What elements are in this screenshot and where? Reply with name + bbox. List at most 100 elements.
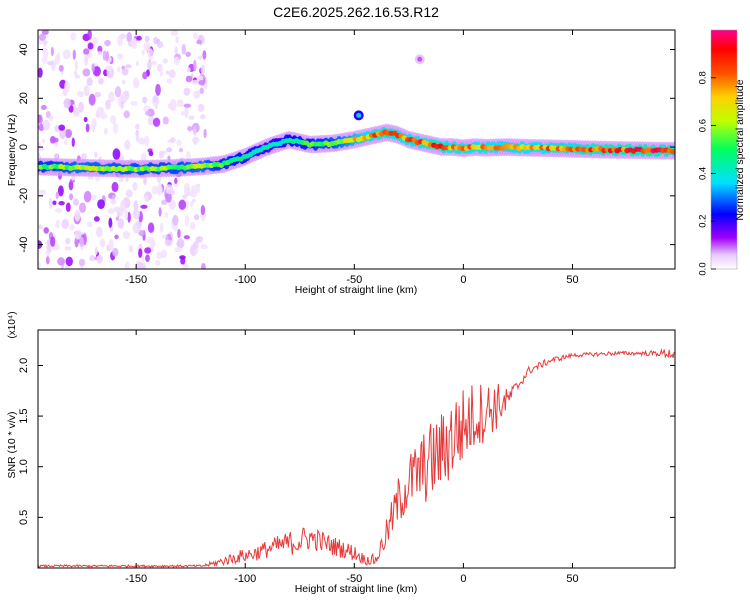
spectrogram-noise-blob bbox=[128, 245, 133, 253]
spectrogram-noise-blob bbox=[203, 128, 207, 139]
spectrogram-noise-blob bbox=[53, 137, 59, 143]
colorbar-tick-label: 0.6 bbox=[698, 119, 709, 132]
spectrogram-isolated-feature-core bbox=[356, 112, 362, 118]
spectrogram-noise-blob bbox=[58, 201, 65, 206]
spectrogram-noise-blob bbox=[200, 64, 206, 75]
spectrogram-noise-blob bbox=[86, 77, 93, 87]
colorbar-tick-label: 0.8 bbox=[698, 71, 709, 84]
spectrogram-noise-blob bbox=[185, 75, 193, 83]
spectrogram-noise-blob bbox=[158, 207, 162, 217]
spectrogram-noise-blob bbox=[114, 86, 122, 98]
spectrogram-noise-blob bbox=[41, 30, 49, 36]
spectrogram-noise-blob bbox=[143, 176, 147, 186]
spectrogram-noise-blob bbox=[40, 104, 47, 111]
spectrogram-x-tick-label: -150 bbox=[125, 274, 147, 286]
spectrogram-noise-blob bbox=[123, 110, 130, 119]
spectrogram-noise-blob bbox=[166, 70, 170, 75]
spectrogram-noise-blob bbox=[62, 49, 71, 60]
spectrogram-noise-blob bbox=[192, 79, 199, 86]
spectrogram-noise-blob bbox=[45, 256, 50, 265]
spectrogram-y-tick-label: 0 bbox=[18, 144, 30, 150]
spectrogram-noise-blob bbox=[117, 218, 124, 229]
spectrogram-noise-blob bbox=[159, 222, 164, 234]
spectrogram-noise-blob bbox=[54, 208, 63, 213]
spectrogram-noise-blob bbox=[190, 185, 199, 195]
spectrogram-noise-blob bbox=[170, 30, 179, 36]
spectrogram-noise-blob bbox=[135, 261, 144, 269]
spectrogram-noise-blob bbox=[64, 128, 73, 139]
spectrogram-y-ticks: -40 -20 0 20 40 bbox=[18, 43, 675, 253]
spectrogram-noise-blob bbox=[192, 32, 198, 40]
spectrogram-noise-blob bbox=[149, 239, 156, 248]
spectrogram-noise-blob bbox=[193, 59, 197, 72]
spectrogram-x-label: Height of straight line (km) bbox=[295, 284, 418, 296]
spectrogram-noise-blob bbox=[167, 103, 174, 109]
spectrogram-noise-blob bbox=[189, 244, 198, 257]
spectrogram-noise-blob bbox=[151, 60, 157, 65]
spectrogram-noise-blob bbox=[65, 237, 71, 245]
snr-x-tick-label: 0 bbox=[460, 573, 466, 585]
spectrogram-noise-blob bbox=[89, 254, 96, 262]
spectrogram-noise-blob bbox=[97, 77, 104, 85]
spectrogram-noise-blob bbox=[94, 151, 98, 159]
spectrogram-noise-blob bbox=[48, 115, 54, 122]
spectrogram-noise-blob bbox=[63, 98, 71, 109]
spectrogram-noise-blob bbox=[168, 69, 176, 79]
snr-y-ticks: 0.5 1.0 1.5 2.0 bbox=[18, 358, 675, 525]
spectrogram-noise-blob bbox=[69, 193, 74, 201]
spectrogram-noise-blob bbox=[134, 81, 140, 86]
spectrogram-noise-blob bbox=[41, 138, 45, 144]
spectrogram-noise-blob bbox=[111, 181, 119, 193]
snr-x-tick-label: -100 bbox=[234, 573, 256, 585]
spectrogram-noise-blob bbox=[104, 127, 108, 135]
spectrogram-noise-blob bbox=[126, 31, 133, 43]
spectrogram-noise-blob bbox=[114, 234, 119, 240]
spectrogram-frame bbox=[37, 29, 676, 270]
spectrogram-noise-blob bbox=[186, 67, 191, 73]
spectrogram-noise-blob bbox=[46, 61, 54, 66]
spectrogram-noise-blob bbox=[135, 60, 139, 67]
spectrogram-noise-blob bbox=[162, 116, 169, 125]
spectrogram-noise-blob bbox=[133, 200, 139, 212]
spectrogram-noise-blob bbox=[122, 230, 131, 239]
spectrogram-noise-blob bbox=[138, 248, 143, 259]
spectrogram-noise-blob bbox=[78, 101, 84, 113]
spectrogram-noise-blob bbox=[41, 47, 46, 53]
spectrogram-noise-blob bbox=[50, 46, 54, 57]
spectrogram-noise-blob bbox=[108, 208, 113, 214]
spectrogram-noise-blob bbox=[161, 234, 167, 239]
spectrogram-noise-blob bbox=[173, 56, 180, 66]
spectrogram-noise-blob bbox=[178, 199, 187, 211]
spectrogram-noise-blob bbox=[121, 79, 126, 85]
spectrogram-noise-blob bbox=[159, 66, 164, 77]
spectrogram-noise-blob bbox=[194, 248, 199, 254]
spectrogram-noise-blob bbox=[117, 53, 124, 60]
snr-x-tick-label: -150 bbox=[125, 573, 147, 585]
spectrogram-noise-blob bbox=[78, 258, 86, 267]
spectrogram-noise-blob bbox=[182, 263, 189, 269]
spectrogram-noise-blob bbox=[42, 119, 50, 131]
spectrogram-noise-blob bbox=[177, 228, 181, 239]
spectrogram-noise-blob bbox=[91, 63, 95, 73]
spectrogram-noise-blob bbox=[181, 43, 186, 55]
spectrogram-noise-blob bbox=[200, 262, 206, 269]
spectrogram-noise-blob bbox=[48, 197, 53, 209]
spectrogram-noise-blob bbox=[120, 199, 126, 212]
spectrogram-noise-blob bbox=[187, 125, 193, 132]
spectrogram-noise-blob bbox=[87, 221, 93, 228]
spectrogram-noise-blob bbox=[72, 49, 76, 60]
spectrogram-noise-blob bbox=[153, 94, 159, 104]
spectrogram-noise-blob bbox=[38, 142, 41, 147]
spectrogram-noise-blob bbox=[112, 148, 121, 160]
spectrogram-noise-blob bbox=[38, 261, 41, 269]
spectrogram-noise-blob bbox=[198, 55, 203, 61]
spectrogram-noise-blob bbox=[55, 191, 59, 200]
spectrogram-noise-blob bbox=[131, 38, 138, 50]
spectrogram-noise-blob bbox=[43, 227, 49, 234]
spectrogram-noise-blob bbox=[141, 262, 147, 269]
spectrogram-noise-blob bbox=[91, 118, 97, 128]
spectrogram-noise-blob bbox=[155, 259, 161, 266]
figure-title: C2E6.2025.262.16.53.R12 bbox=[273, 4, 439, 20]
spectrogram-noise-blob bbox=[141, 255, 145, 263]
spectrogram-noise-blob bbox=[73, 198, 79, 206]
